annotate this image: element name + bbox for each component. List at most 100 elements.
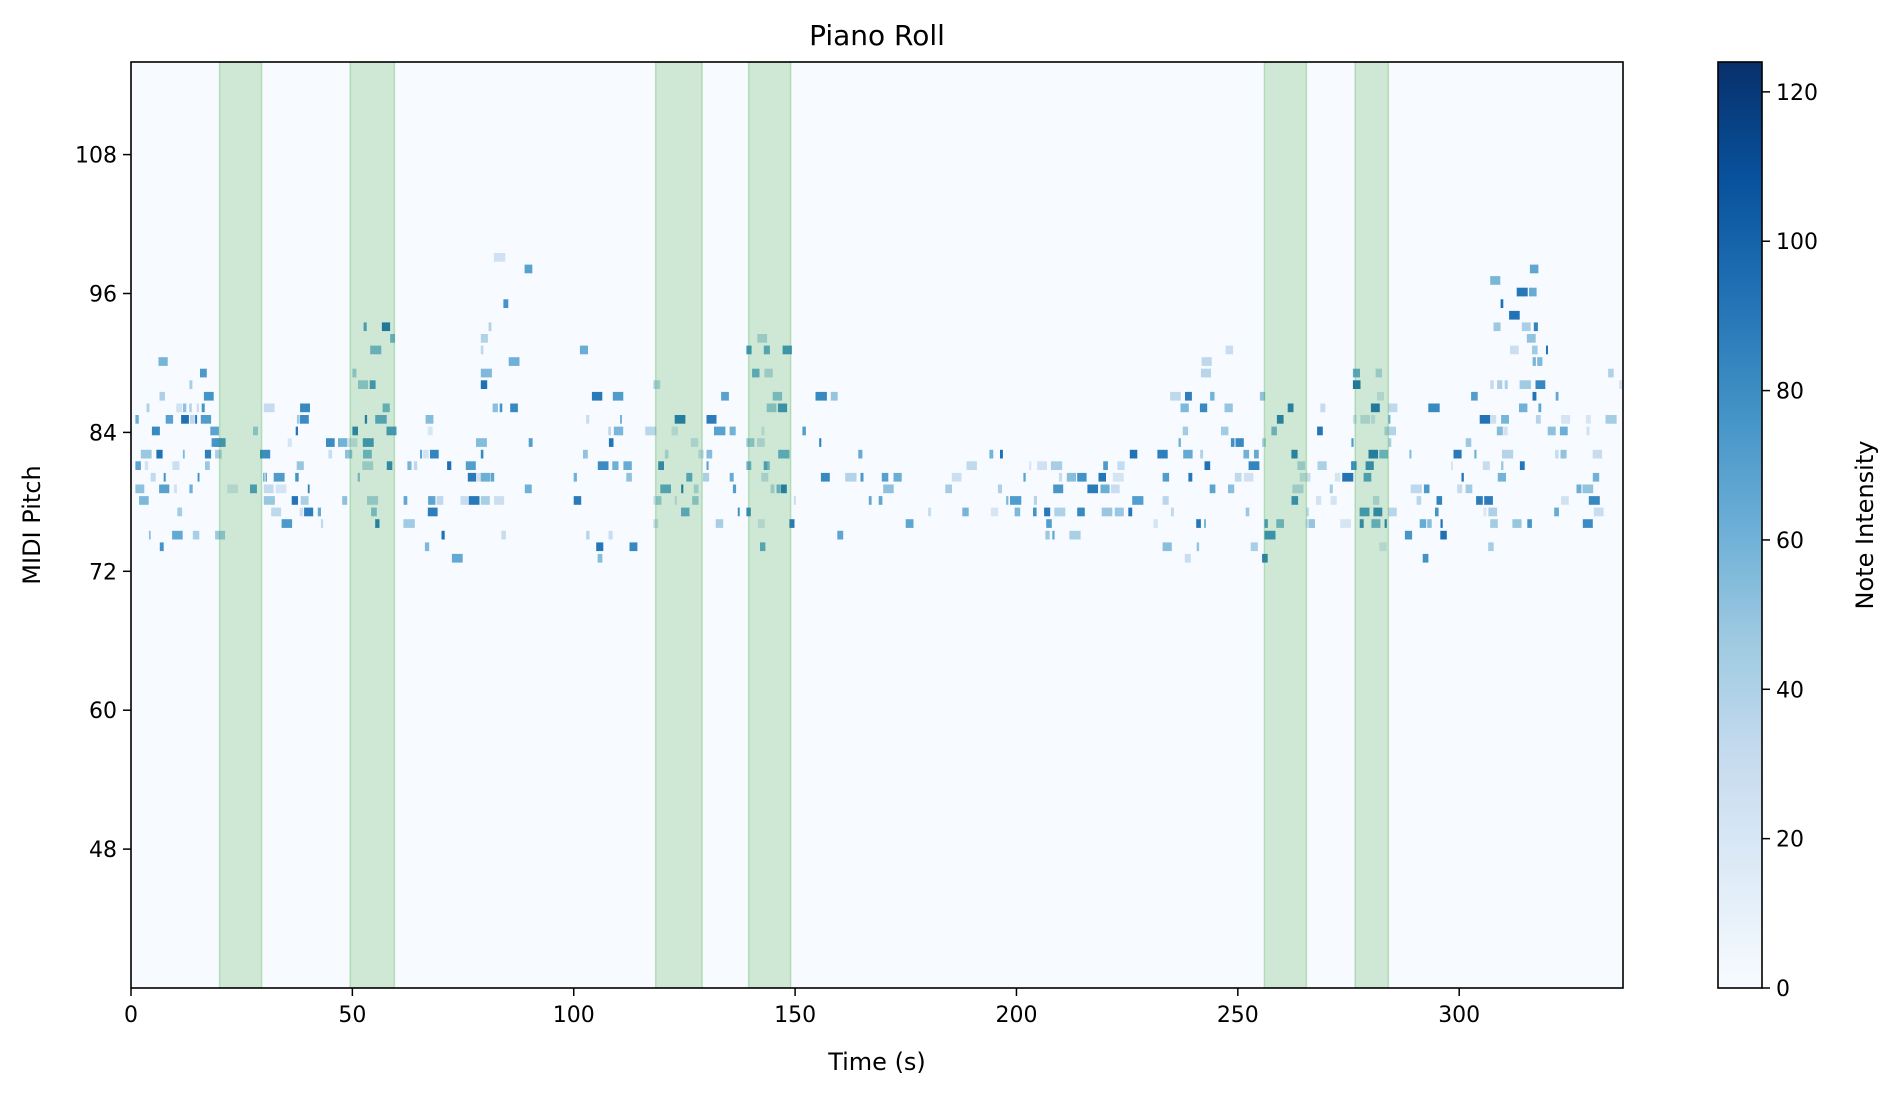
note: [476, 472, 485, 482]
note: [260, 449, 271, 459]
note: [467, 472, 477, 482]
note: [493, 253, 506, 262]
note: [819, 438, 822, 447]
note: [1428, 403, 1440, 413]
note: [250, 484, 257, 494]
note: [760, 542, 766, 552]
note: [1044, 507, 1051, 517]
note: [1204, 461, 1211, 470]
note: [629, 542, 638, 552]
note: [492, 403, 498, 413]
y-tick-label: 96: [89, 283, 117, 308]
note: [782, 345, 792, 355]
note: [623, 461, 632, 470]
note: [480, 345, 484, 355]
note: [573, 472, 577, 482]
note: [1509, 310, 1520, 320]
note: [253, 426, 258, 436]
note: [1200, 368, 1212, 378]
note: [304, 507, 314, 517]
note: [597, 553, 603, 563]
note: [645, 426, 657, 436]
note: [1196, 519, 1201, 528]
note: [1037, 461, 1047, 470]
note: [1516, 287, 1528, 297]
note: [363, 322, 367, 332]
note: [579, 345, 588, 355]
note: [320, 519, 324, 528]
note: [1183, 449, 1193, 459]
note: [1058, 472, 1063, 482]
note: [362, 461, 374, 470]
note: [1188, 472, 1193, 482]
note: [352, 426, 358, 436]
note: [273, 472, 285, 482]
note: [150, 472, 156, 482]
note: [296, 461, 304, 470]
note: [1608, 368, 1614, 378]
note: [658, 461, 664, 470]
note: [729, 472, 734, 482]
note: [135, 415, 139, 424]
note: [381, 322, 391, 332]
note: [427, 507, 438, 517]
note: [1379, 449, 1389, 459]
colorbar-tick-label: 0: [1776, 977, 1790, 1002]
note: [480, 449, 484, 459]
note: [1554, 507, 1559, 517]
note: [881, 472, 889, 482]
note: [780, 484, 787, 494]
note: [447, 461, 452, 470]
note: [1170, 507, 1174, 517]
note: [1210, 391, 1215, 401]
note: [201, 403, 205, 413]
note: [172, 530, 183, 540]
note: [425, 415, 434, 424]
note: [1465, 484, 1473, 494]
note: [480, 496, 490, 505]
note: [1586, 426, 1590, 436]
note: [1519, 403, 1528, 413]
note: [1559, 426, 1568, 436]
note: [192, 530, 200, 540]
note: [1204, 519, 1206, 528]
note: [494, 496, 505, 505]
note: [1373, 507, 1383, 517]
note: [364, 415, 368, 424]
note: [227, 484, 238, 494]
note: [757, 438, 765, 447]
note: [1471, 391, 1478, 401]
note: [776, 484, 781, 494]
note: [962, 507, 969, 517]
note: [1619, 380, 1623, 389]
note: [692, 496, 699, 505]
note: [490, 472, 495, 482]
note: [215, 449, 222, 459]
note: [820, 472, 830, 482]
note: [281, 519, 293, 528]
note: [766, 403, 777, 413]
note: [524, 484, 532, 494]
note: [1101, 507, 1113, 517]
note: [1529, 264, 1539, 274]
note: [1316, 496, 1322, 505]
note: [732, 484, 737, 494]
note: [135, 461, 141, 470]
note: [1023, 472, 1026, 482]
note: [200, 415, 212, 424]
note: [778, 449, 790, 459]
note: [1352, 380, 1361, 389]
note: [1243, 449, 1250, 459]
note: [375, 519, 380, 528]
note: [139, 496, 149, 505]
note: [1262, 438, 1266, 447]
note: [1538, 403, 1542, 413]
note: [1535, 415, 1541, 424]
note: [326, 438, 335, 447]
note: [1010, 496, 1022, 505]
note: [451, 553, 463, 563]
y-axis-label: MIDI Pitch: [18, 465, 46, 584]
note: [1117, 461, 1125, 470]
note: [1465, 438, 1472, 447]
note: [1360, 415, 1371, 424]
